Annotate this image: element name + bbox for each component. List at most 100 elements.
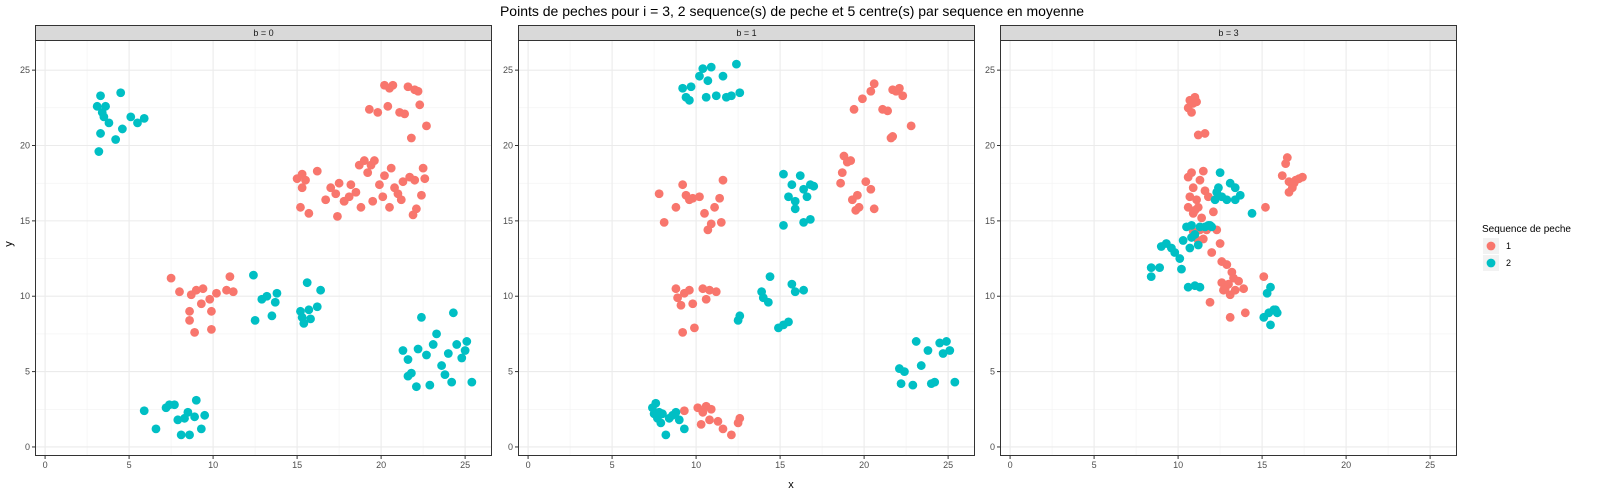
data-point [684,285,694,295]
data-point [888,132,898,141]
data-point [422,350,431,360]
data-point [185,306,194,316]
data-point [185,315,194,325]
data-point [861,177,871,187]
data-point [116,88,126,98]
data-point [799,217,809,227]
data-point [133,118,142,128]
data-point [1277,171,1287,181]
data-point [321,195,331,205]
data-point [432,329,441,339]
legend-title: Sequence de peche [1482,224,1571,235]
x-tick-label: 25 [460,460,470,470]
data-point [779,320,788,330]
data-point [1188,183,1198,193]
data-point [695,71,704,81]
data-point [795,171,805,181]
data-point [462,337,472,346]
data-point [326,183,336,193]
data-point [716,217,726,227]
series-2 [648,59,960,440]
data-point [678,180,688,190]
data-point [1195,175,1205,185]
y-tick-label: 25 [985,65,995,75]
data-point [866,184,876,194]
data-point [346,180,356,190]
facet-strip [1000,25,1457,41]
data-point [700,208,709,218]
data-point [96,129,105,138]
data-point [207,306,216,316]
data-point [1193,240,1203,250]
data-point [301,175,310,185]
data-point [846,156,856,165]
x-tick-label: 0 [43,460,48,470]
data-point [250,315,260,325]
data-point [1215,168,1225,178]
data-point [706,404,716,414]
data-point [945,346,955,355]
data-point [900,367,909,376]
y-tick-label: 5 [508,367,513,377]
data-point [916,361,926,370]
data-point [713,416,723,426]
data-point [400,109,410,119]
data-point [1212,187,1222,197]
data-point [359,156,369,165]
data-point [726,91,736,101]
data-point [906,121,916,131]
data-point [1207,248,1217,257]
data-point [710,202,719,212]
x-tick-label: 0 [526,460,531,470]
data-point [1178,236,1188,245]
facet-strip-label: b = 0 [253,28,273,38]
data-point [190,328,200,337]
data-point [170,400,179,410]
data-point [212,288,221,298]
data-point [306,314,315,324]
data-point [1183,282,1193,292]
y-tick-label: 20 [503,141,513,151]
series-2 [1146,168,1282,330]
data-point [111,135,121,144]
data-point [718,71,728,81]
data-point [334,178,344,188]
data-point [104,118,114,128]
data-point [679,406,689,416]
data-point [1234,276,1243,286]
data-point [1262,288,1272,298]
chart-title: Points de peches pour i = 3, 2 sequence(… [500,3,1084,19]
data-point [763,297,773,307]
data-point [398,177,408,187]
y-tick-label: 15 [20,216,30,226]
data-point [363,168,373,178]
data-point [1185,192,1195,202]
data-point [711,287,721,297]
data-point [411,204,421,214]
data-point [894,83,904,93]
data-point [1170,248,1180,257]
facet-strip-label: b = 1 [736,28,756,38]
legend-swatch [1486,258,1496,268]
data-point [654,189,664,199]
data-point [176,430,186,440]
x-tick-label: 15 [1257,460,1267,470]
data-point [386,163,396,173]
data-point [417,312,426,322]
panel-background [35,40,492,456]
data-point [1210,195,1220,205]
data-point [1190,205,1200,215]
facet-panel-2: b = 3 0 5 10 15 20 25 0 5 10 15 20 25 [985,25,1457,470]
data-point [809,181,819,191]
data-point [701,92,711,102]
data-point [688,299,698,309]
data-point [185,430,194,440]
y-tick-label: 5 [990,367,995,377]
data-point [415,100,425,110]
x-axis-title: x [788,479,794,491]
series-2 [139,395,210,440]
data-point [249,270,258,280]
data-point [126,112,136,122]
data-point [403,371,413,381]
data-point [1289,178,1299,188]
